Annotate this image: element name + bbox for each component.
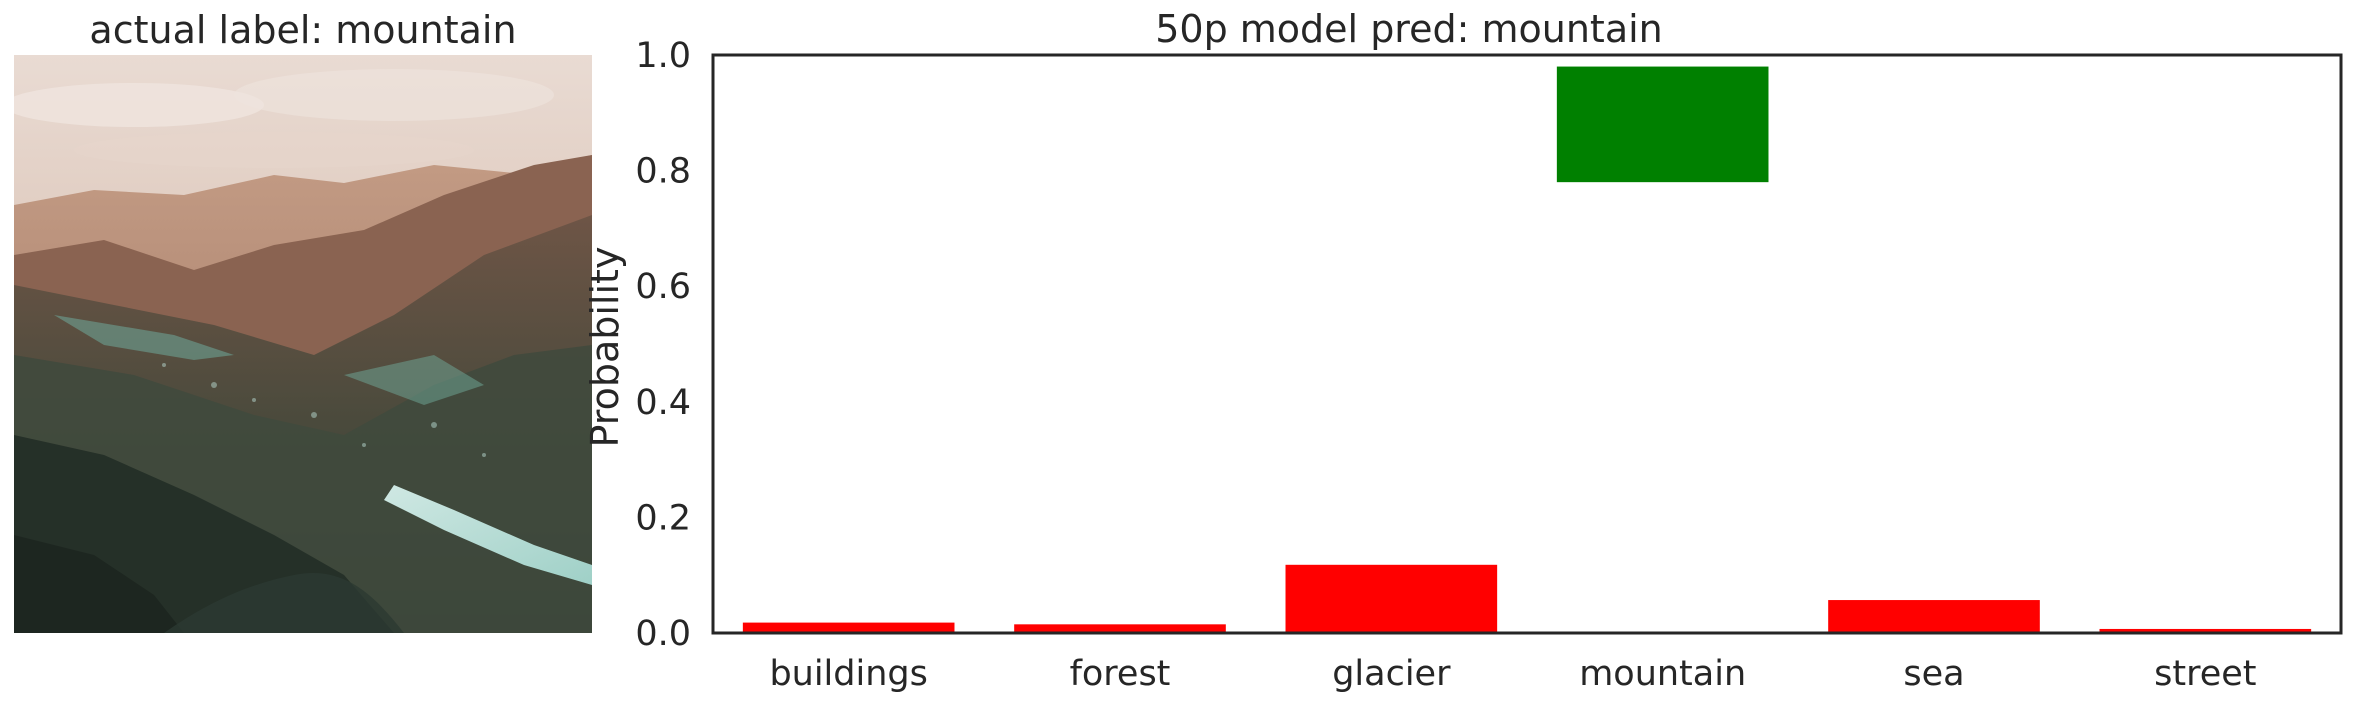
x-tick-label-mountain: mountain — [1579, 654, 1746, 694]
bar-glacier — [1285, 564, 1498, 633]
y-tick-label: 0.2 — [635, 498, 691, 538]
mountain-valley-photo — [14, 55, 592, 633]
bar-street — [2099, 628, 2312, 633]
y-ticks-group: 0.0 0.2 0.4 0.6 0.8 1.0 — [635, 36, 691, 654]
x-tick-label-street: street — [2154, 654, 2256, 694]
bar-forest — [1014, 624, 1226, 633]
y-tick-label: 0.4 — [635, 383, 691, 423]
y-axis-label: Probability — [583, 247, 627, 448]
bar-mountain — [1556, 66, 1769, 183]
image-title: actual label: mountain — [89, 8, 517, 52]
y-tick-label: 1.0 — [635, 36, 691, 76]
y-tick-label: 0.0 — [635, 614, 691, 654]
bar-sea — [1828, 600, 2040, 633]
y-tick-label: 0.8 — [635, 152, 691, 192]
bar-buildings — [742, 622, 955, 633]
plot-frame — [711, 53, 2343, 635]
x-tick-label-forest: forest — [1070, 654, 1171, 694]
x-tick-label-sea: sea — [1903, 654, 1964, 694]
y-tick-label: 0.6 — [635, 267, 691, 307]
x-tick-label-glacier: glacier — [1332, 654, 1451, 694]
bars-group — [742, 66, 2312, 633]
x-tick-label-buildings: buildings — [769, 654, 927, 694]
chart-title: 50p model pred: mountain — [1155, 7, 1663, 51]
x-ticks-group: buildings forest glacier mountain sea street — [769, 654, 2256, 694]
